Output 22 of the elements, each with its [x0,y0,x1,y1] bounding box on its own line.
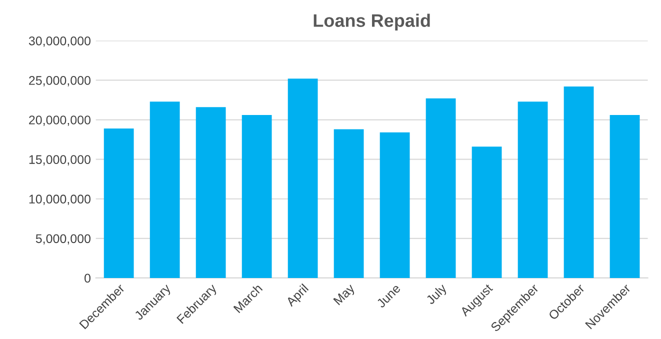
bar [150,102,180,278]
y-tick-label: 0 [84,274,90,283]
bar [472,146,502,278]
y-tick-label: 5,000,000 [36,234,90,245]
y-tick-label: 10,000,000 [29,194,90,206]
bar [196,107,226,278]
bar [242,115,272,278]
bar [564,86,594,278]
y-tick-label: 20,000,000 [29,116,90,126]
bar [518,102,548,278]
bar [104,128,134,278]
chart-title: Loans Repaid [314,14,430,31]
x-tick-label: July [425,282,450,307]
y-tick-label: 30,000,000 [28,36,90,47]
bar [610,115,640,278]
y-tick-label: 25,000,000 [29,76,90,86]
bar [380,132,410,278]
bar [334,129,364,278]
bar [288,78,318,278]
bar [426,98,456,278]
x-tick-label: May [333,283,358,308]
y-tick-label: 15,000,000 [29,155,90,166]
